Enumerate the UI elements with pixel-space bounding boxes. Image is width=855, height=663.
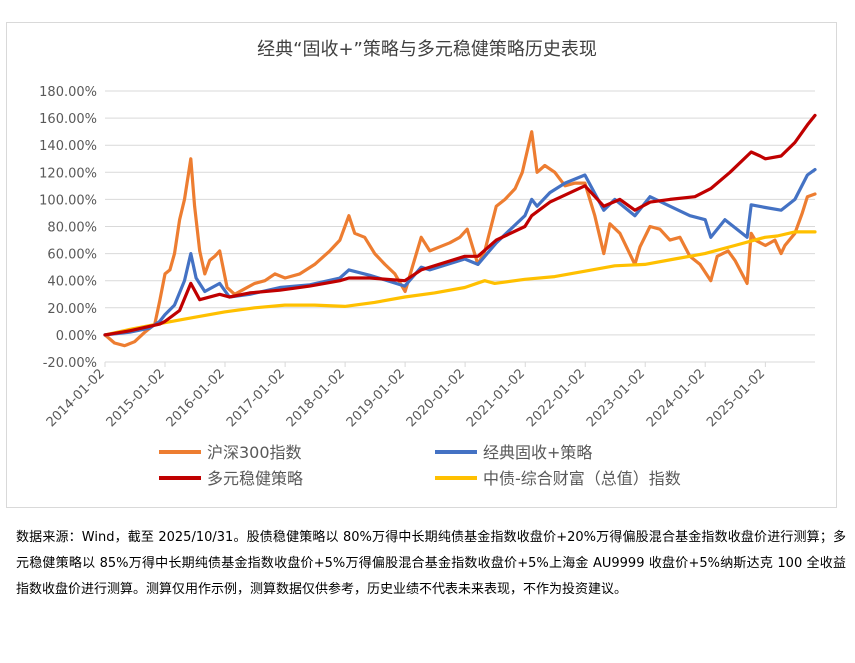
y-tick-label: 160.00%	[39, 112, 97, 127]
x-tick-label: 2024-01-02	[644, 366, 708, 430]
data-source-note: 数据来源：Wind，截至 2025/10/31。股债稳健策略以 80%万得中长期…	[16, 530, 846, 597]
x-tick-label: 2014-01-02	[44, 366, 108, 430]
x-tick-label: 2023-01-02	[584, 366, 648, 430]
y-axis: 180.00% 160.00% 140.00% 120.00% 100.00% 80.00…	[39, 85, 97, 371]
x-tick-label: 2015-01-02	[104, 366, 168, 430]
y-tick-label: 40.00%	[47, 275, 97, 290]
x-tick-label: 2016-01-02	[164, 366, 228, 430]
legend-label: 沪深300指数	[207, 443, 302, 462]
legend-label: 多元稳健策略	[207, 469, 303, 488]
series-line-3	[103, 113, 817, 337]
line-chart: 经典“固收+”策略与多元稳健策略历史表现 180.00% 160.00% 140.0…	[39, 39, 817, 488]
y-tick-label: 140.00%	[39, 139, 97, 154]
y-tick-label: -20.00%	[43, 356, 97, 371]
y-tick-label: 100.00%	[39, 193, 97, 208]
x-tick-label: 2019-01-02	[344, 366, 408, 430]
series-line-4	[103, 230, 817, 337]
series-line-1	[103, 130, 817, 348]
legend-label: 中债-综合财富（总值）指数	[483, 469, 681, 488]
y-tick-label: 80.00%	[47, 221, 97, 236]
y-tick-label: 20.00%	[47, 302, 97, 317]
legend-label: 经典固收+策略	[483, 443, 592, 462]
chart-title: 经典“固收+”策略与多元稳健策略历史表现	[257, 39, 597, 60]
y-tick-label: 60.00%	[47, 248, 97, 263]
series-line-2	[103, 168, 817, 337]
series-lines	[103, 113, 817, 348]
x-axis: 2014-01-022015-01-022016-01-022017-01-02…	[44, 362, 768, 430]
x-tick-label: 2020-01-02	[404, 366, 468, 430]
x-tick-label: 2021-01-02	[464, 366, 528, 430]
chart-frame: 经典“固收+”策略与多元稳健策略历史表现 180.00% 160.00% 140.0…	[6, 22, 837, 508]
x-tick-label: 2025-01-02	[704, 366, 768, 430]
y-tick-label: 0.00%	[56, 329, 97, 344]
x-tick-label: 2022-01-02	[524, 366, 588, 430]
y-tick-label: 180.00%	[39, 85, 97, 100]
x-tick-label: 2017-01-02	[224, 366, 288, 430]
y-tick-label: 120.00%	[39, 166, 97, 181]
x-tick-label: 2018-01-02	[284, 366, 348, 430]
grid-lines	[105, 90, 815, 363]
